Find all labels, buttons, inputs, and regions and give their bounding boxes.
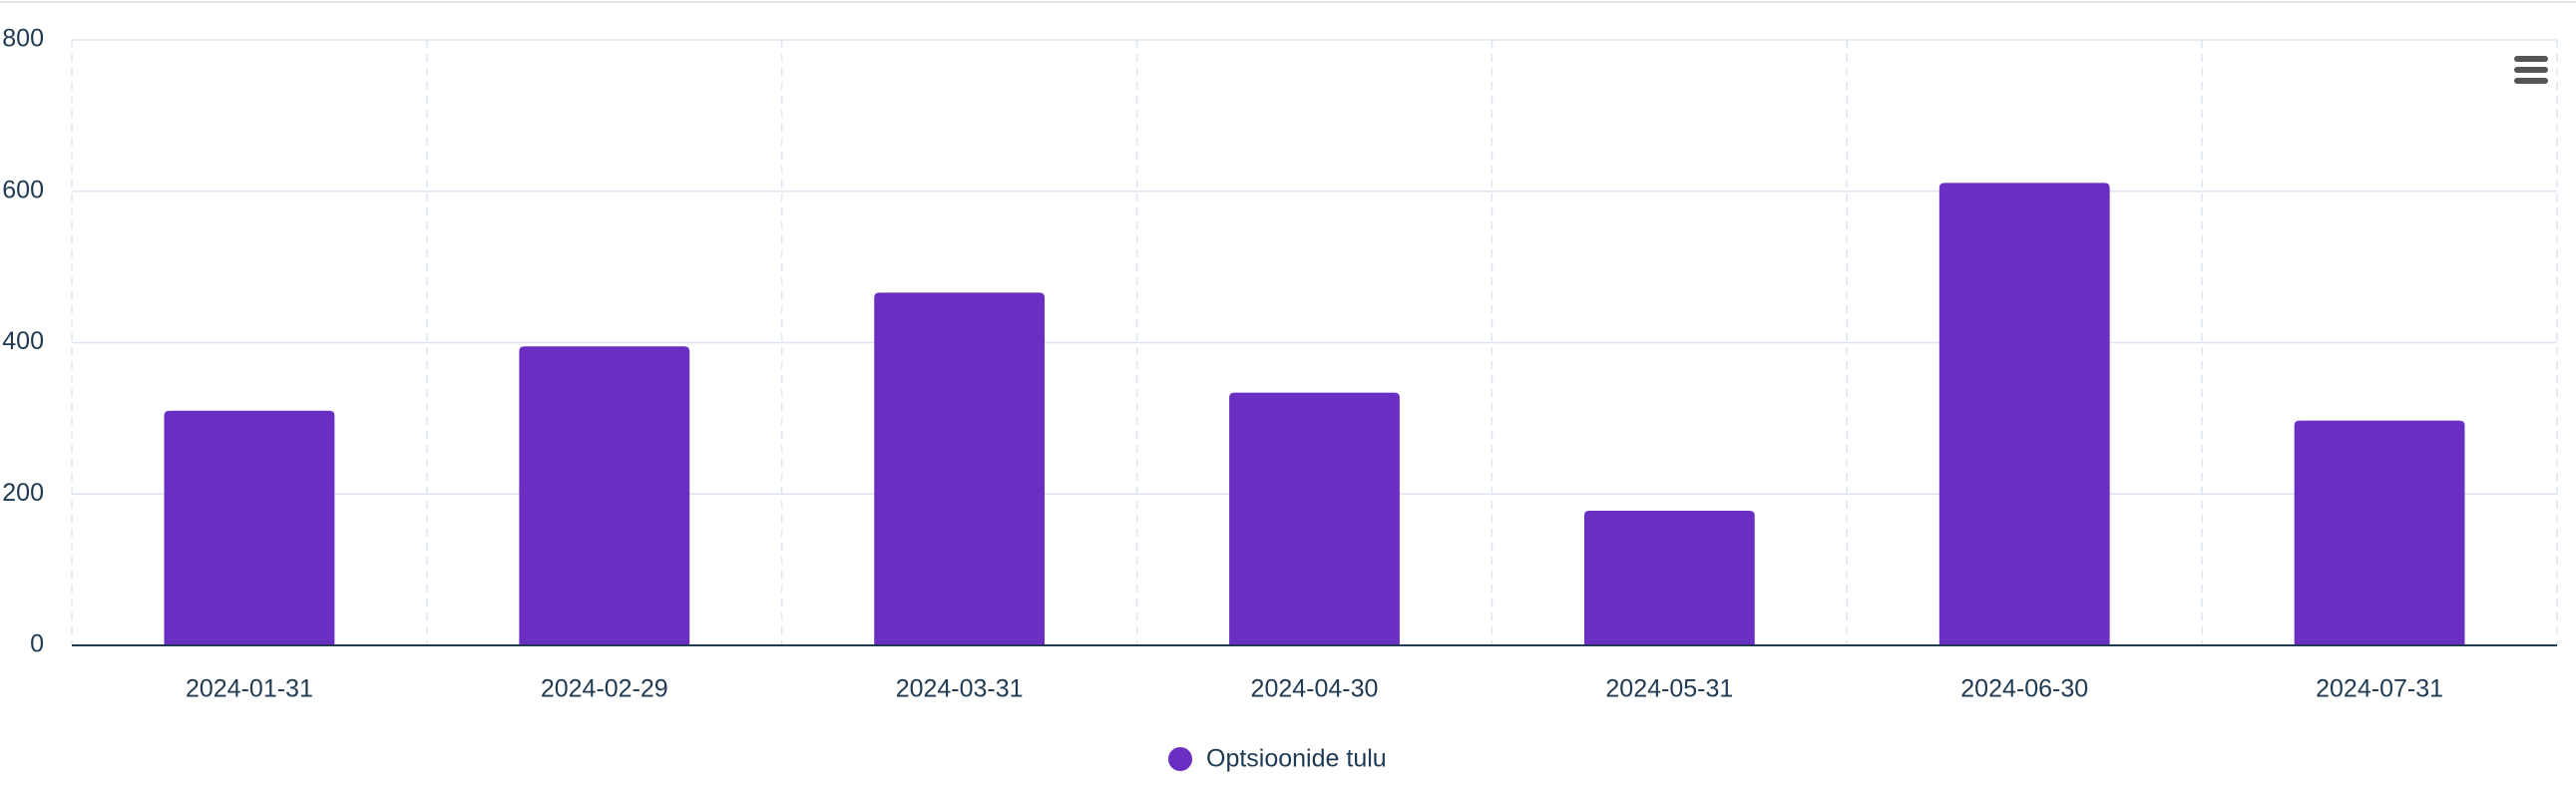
x-tick-label: 2024-06-30 — [1960, 675, 2088, 703]
legend-label: Optsioonide tulu — [1206, 745, 1387, 773]
y-tick-label: 0 — [30, 630, 44, 658]
bar — [874, 292, 1046, 645]
bar — [519, 346, 690, 645]
bar — [1583, 510, 1755, 645]
bar — [1229, 392, 1400, 645]
legend-marker — [1168, 747, 1192, 771]
x-tick-label: 2024-04-30 — [1251, 675, 1379, 703]
y-tick-label: 800 — [2, 25, 44, 53]
menu-button[interactable] — [2514, 56, 2548, 84]
x-tick-label: 2024-07-31 — [2316, 675, 2443, 703]
y-tick-label: 400 — [2, 327, 44, 355]
x-tick-label: 2024-01-31 — [186, 675, 313, 703]
y-tick-label: 600 — [2, 176, 44, 203]
y-tick-label: 200 — [2, 479, 44, 507]
bar — [164, 410, 335, 645]
bar — [2294, 420, 2465, 645]
x-tick-label: 2024-02-29 — [541, 675, 668, 703]
bar — [1938, 183, 2110, 645]
x-tick-label: 2024-03-31 — [896, 675, 1024, 703]
x-tick-label: 2024-05-31 — [1605, 675, 1733, 703]
